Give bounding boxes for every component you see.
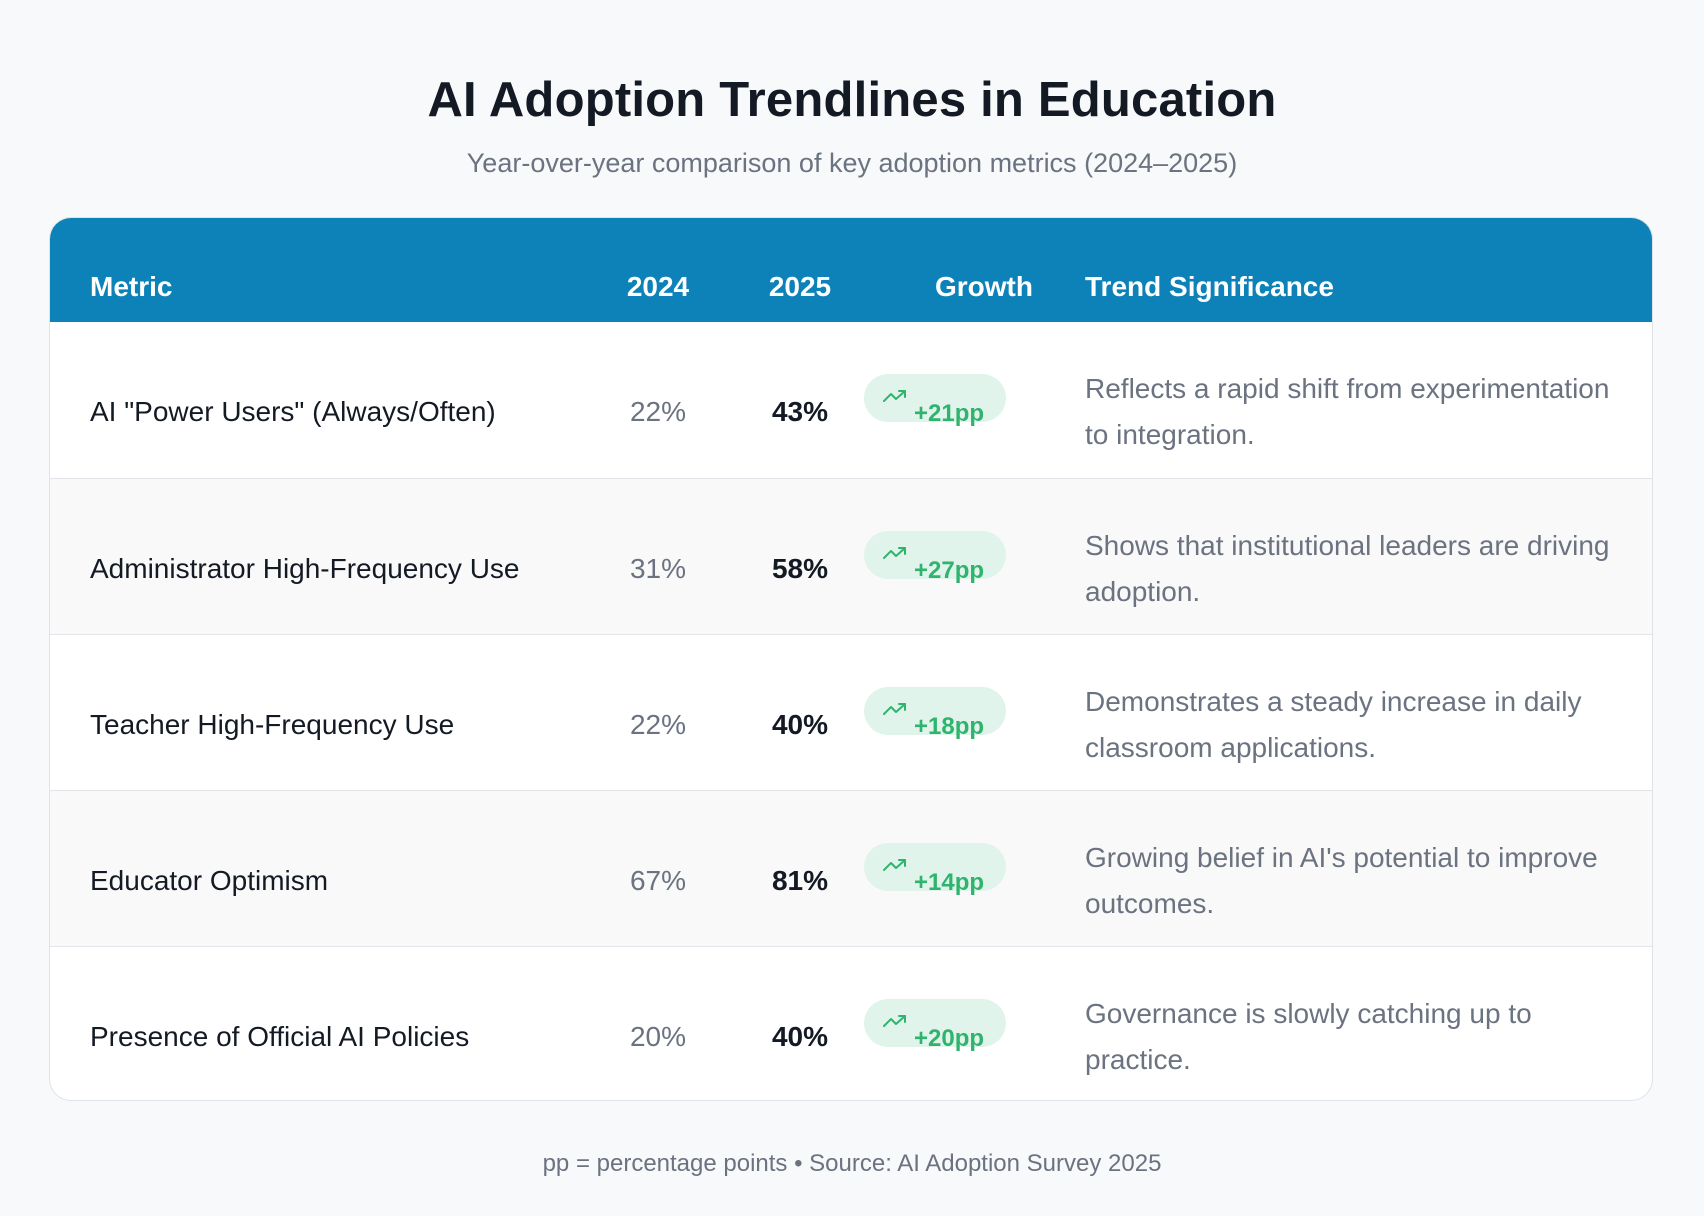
trend-significance-cell: Demonstrates a steady increase in daily … bbox=[1085, 685, 1582, 763]
value-2025-cell: 58% bbox=[771, 552, 829, 584]
header-2024: 2024 bbox=[626, 271, 690, 302]
trend-significance-cell: Growing belief in AI's potential to impr… bbox=[1085, 841, 1598, 919]
table-row: Presence of Official AI Policies 20% 40% +2… bbox=[50, 946, 1652, 1100]
trend-significance-cell: Reflects a rapid shift from experimentat… bbox=[1085, 373, 1610, 450]
growth-badge: +14pp bbox=[864, 843, 1006, 896]
growth-value: +20pp bbox=[914, 1025, 985, 1052]
footer-note: pp = percentage points • Source: AI Adop… bbox=[542, 1150, 1162, 1177]
header-2025: 2025 bbox=[768, 271, 832, 302]
trending-up-icon bbox=[883, 547, 906, 559]
table-row: AI "Power Users" (Always/Often) 22% 43% +21… bbox=[50, 322, 1652, 478]
adoption-table: Metric 2024 2025 Growth Trend Significan… bbox=[49, 217, 1653, 1101]
value-2024-cell: 67% bbox=[629, 864, 687, 896]
growth-value: +14pp bbox=[914, 869, 985, 896]
value-2024-cell: 20% bbox=[629, 1020, 687, 1052]
value-2025-cell: 40% bbox=[771, 708, 829, 740]
growth-badge: +18pp bbox=[864, 687, 1006, 740]
metric-cell: AI "Power Users" (Always/Often) bbox=[90, 396, 496, 427]
table-header: Metric 2024 2025 Growth Trend Significan… bbox=[50, 218, 1652, 322]
metric-cell: Presence of Official AI Policies bbox=[90, 1020, 470, 1052]
table-row: Administrator High-Frequency Use 31% 58% +2… bbox=[50, 478, 1652, 634]
trend-significance-cell: Governance is slowly catching up to prac… bbox=[1085, 997, 1532, 1075]
trending-up-icon bbox=[883, 390, 906, 402]
table-row: Educator Optimism 67% 81% +14pp Growing beli… bbox=[50, 790, 1652, 946]
growth-badge: +27pp bbox=[864, 531, 1006, 584]
trend-significance-cell: Shows that institutional leaders are dri… bbox=[1085, 529, 1610, 607]
growth-value: +18pp bbox=[914, 713, 985, 740]
trending-up-icon bbox=[883, 1015, 906, 1027]
trending-up-icon bbox=[883, 859, 906, 871]
metric-cell: Administrator High-Frequency Use bbox=[90, 552, 520, 584]
header-metric: Metric bbox=[90, 271, 173, 302]
value-2025-cell: 40% bbox=[771, 1020, 829, 1052]
growth-value: +27pp bbox=[914, 557, 985, 584]
table-row: Teacher High-Frequency Use 22% 40% +18pp Dem… bbox=[50, 634, 1652, 790]
value-2025-cell: 81% bbox=[771, 864, 829, 896]
growth-badge: +21pp bbox=[864, 374, 1006, 427]
value-2024-cell: 22% bbox=[629, 396, 687, 427]
value-2025-cell: 43% bbox=[771, 396, 829, 427]
value-2024-cell: 31% bbox=[629, 552, 687, 584]
page-title: AI Adoption Trendlines in Education bbox=[427, 73, 1277, 127]
metric-cell: Teacher High-Frequency Use bbox=[90, 708, 455, 740]
trending-up-icon bbox=[883, 703, 906, 715]
header-trend-significance: Trend Significance bbox=[1085, 271, 1334, 302]
growth-badge: +20pp bbox=[864, 999, 1006, 1052]
growth-value: +21pp bbox=[914, 400, 985, 427]
metric-cell: Educator Optimism bbox=[90, 864, 329, 896]
header-growth: Growth bbox=[935, 271, 1033, 302]
value-2024-cell: 22% bbox=[629, 708, 687, 740]
page-subtitle: Year-over-year comparison of key adoptio… bbox=[466, 148, 1238, 178]
